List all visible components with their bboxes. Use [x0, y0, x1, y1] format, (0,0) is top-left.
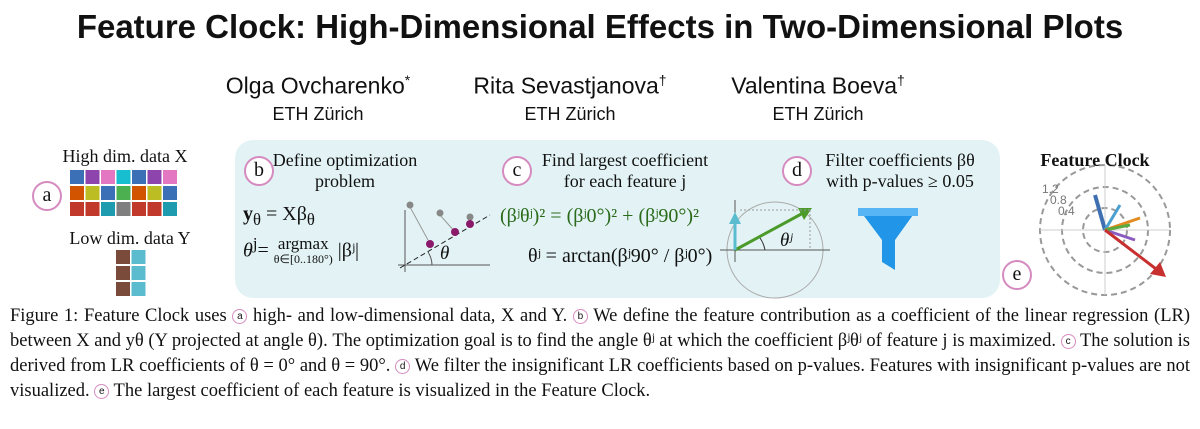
regression-diagram	[398, 201, 491, 272]
cell	[116, 202, 131, 216]
formula: θj= argmax θ∈[0..180°) |βʲ|	[243, 234, 359, 274]
cell	[163, 186, 177, 200]
panel-title: Find largest coefficient	[541, 150, 709, 170]
high-dim-label: High dim. data X	[62, 146, 188, 166]
panel-title: problem	[315, 171, 375, 191]
badge: d	[782, 156, 812, 186]
formula: yθ = Xβθ	[243, 203, 315, 230]
caption-badge: d	[395, 359, 411, 374]
author-mark: *	[404, 72, 411, 88]
caption-text: We define the feature contribution as a …	[10, 306, 1191, 351]
f: θ	[253, 210, 261, 229]
author-affiliation: ETH Zürich	[524, 104, 616, 124]
cell	[85, 170, 100, 184]
cell	[70, 170, 84, 184]
author-name: Valentina Boeva†	[731, 72, 905, 100]
cell	[70, 202, 84, 216]
cell	[147, 186, 162, 200]
cell	[163, 202, 177, 216]
clock-title: Feature Clock	[1040, 150, 1150, 170]
author-affiliation: ETH Zürich	[272, 104, 364, 124]
angle-diagram	[720, 200, 830, 299]
panel-title: with p-values ≥ 0.05	[826, 171, 974, 191]
cell	[116, 170, 131, 184]
caption-badge: b	[572, 309, 588, 324]
cell	[131, 250, 146, 264]
author-name-text: Valentina Boeva	[731, 72, 898, 99]
author-name: Olga Ovcharenko*	[226, 72, 410, 100]
caption-text: high- and low-dimensional data, X and Y.	[247, 306, 573, 326]
panel-title: for each feature j	[563, 171, 687, 191]
cell	[131, 282, 146, 296]
clock-tick-label: 0.4	[1058, 204, 1075, 218]
badge: b	[244, 156, 274, 186]
cell	[132, 186, 146, 200]
feature-clock	[1039, 164, 1171, 296]
cell	[147, 170, 162, 184]
formula: θʲ = arctan(βʲ90° / βʲ0°)	[528, 245, 713, 267]
low-dim-label: Low dim. data Y	[69, 228, 191, 248]
paper-title: Feature Clock: High-Dimensional Effects …	[76, 8, 1124, 45]
panel-title: Define optimization	[272, 150, 418, 170]
author-mark: †	[658, 72, 667, 88]
cell	[101, 202, 115, 216]
clock-tick-label: 0.8	[1050, 193, 1067, 207]
caption-text: The largest coefficient of each feature …	[109, 381, 651, 401]
filter-icon	[858, 208, 918, 270]
badge: e	[1002, 260, 1032, 290]
caption-text: Figure 1: Feature Clock uses	[10, 306, 233, 326]
data-grids	[70, 170, 177, 296]
cell	[101, 170, 115, 184]
author-affiliation: ETH Zürich	[772, 104, 864, 124]
cell	[116, 186, 131, 200]
cell	[163, 170, 177, 184]
caption-text: The solution is derived from LR coeffici…	[10, 331, 1190, 376]
caption: Figure 1: Feature Clock uses a high- and…	[10, 304, 1190, 404]
formula: (βʲθʲ)² = (βʲ0°)² + (βʲ90°)²	[500, 205, 700, 227]
cell	[131, 266, 146, 280]
f: j	[252, 234, 258, 253]
caption-badge: e	[94, 384, 110, 399]
f: θ	[243, 239, 253, 262]
cell	[85, 186, 100, 200]
f: =	[257, 239, 269, 262]
author-name: Rita Sevastjanova†	[473, 72, 666, 100]
f: = Xβ	[265, 203, 307, 225]
badge: a	[32, 181, 62, 211]
cell	[116, 282, 130, 296]
cell	[116, 250, 130, 264]
author-mark: †	[897, 72, 905, 88]
caption-badge: a	[232, 309, 248, 324]
diagram-label: θʲ	[780, 230, 793, 251]
f: θ	[306, 210, 315, 229]
cell	[70, 186, 84, 200]
panel-title: Filter coefficients βθ	[825, 150, 975, 170]
cell	[147, 202, 162, 216]
f: argmax	[277, 234, 329, 253]
cell	[85, 202, 100, 216]
cell	[116, 266, 130, 280]
author-name-text: Rita Sevastjanova	[473, 72, 659, 99]
filter-icon-top	[858, 208, 918, 216]
badge: c	[502, 156, 532, 186]
clock-tick-label: 1.2	[1042, 182, 1059, 196]
f: |βʲ|	[337, 239, 360, 262]
f: θ∈[0..180°)	[273, 252, 333, 266]
caption-badge: c	[1060, 334, 1076, 349]
author-name-text: Olga Ovcharenko	[225, 72, 405, 99]
f: y	[243, 203, 253, 225]
cell	[101, 186, 115, 200]
diagram-label: θ	[440, 243, 450, 264]
cell	[132, 202, 146, 216]
cell	[132, 170, 146, 184]
caption-text: We filter the insignificant LR coefficie…	[10, 356, 1190, 401]
